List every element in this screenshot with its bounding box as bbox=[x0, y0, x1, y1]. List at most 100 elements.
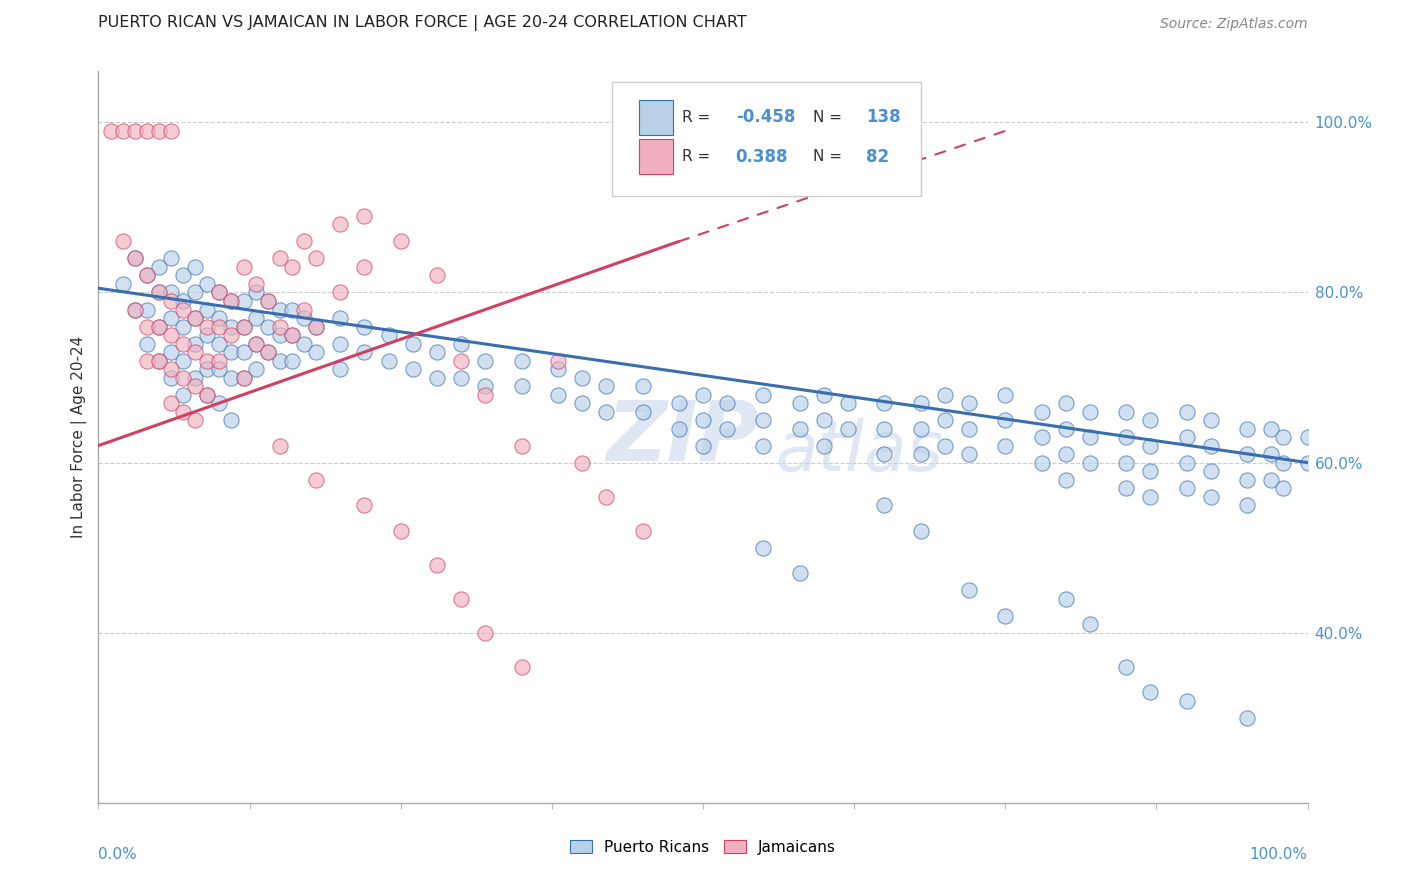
Point bbox=[631, 404, 654, 418]
Point bbox=[1078, 456, 1101, 470]
Point bbox=[124, 252, 146, 266]
Point bbox=[172, 353, 194, 368]
Point bbox=[1236, 473, 1258, 487]
Point bbox=[232, 293, 254, 308]
Point bbox=[269, 319, 291, 334]
FancyBboxPatch shape bbox=[638, 100, 673, 135]
Point bbox=[195, 302, 218, 317]
Point bbox=[474, 625, 496, 640]
Point bbox=[716, 396, 738, 410]
Point bbox=[752, 541, 775, 555]
Point bbox=[994, 439, 1017, 453]
Point bbox=[994, 413, 1017, 427]
Point bbox=[571, 396, 593, 410]
Point bbox=[221, 413, 243, 427]
Point bbox=[256, 293, 278, 308]
Point bbox=[245, 311, 267, 326]
Point bbox=[450, 591, 472, 606]
Point bbox=[1272, 430, 1295, 444]
Point bbox=[148, 319, 170, 334]
Point bbox=[184, 370, 207, 384]
Point bbox=[934, 439, 956, 453]
Text: 0.0%: 0.0% bbox=[98, 847, 138, 862]
Point bbox=[1054, 591, 1077, 606]
Point bbox=[221, 345, 243, 359]
Point bbox=[245, 362, 267, 376]
Point bbox=[957, 447, 980, 461]
Point bbox=[1236, 498, 1258, 512]
Point bbox=[172, 387, 194, 401]
Point bbox=[873, 447, 896, 461]
Point bbox=[910, 396, 932, 410]
Point bbox=[329, 336, 352, 351]
Point bbox=[547, 353, 569, 368]
Point bbox=[305, 319, 328, 334]
Point bbox=[329, 311, 352, 326]
Point bbox=[172, 336, 194, 351]
Point bbox=[1175, 430, 1198, 444]
Point bbox=[910, 524, 932, 538]
Point bbox=[208, 319, 231, 334]
Point bbox=[1115, 481, 1137, 495]
Point bbox=[232, 345, 254, 359]
Point bbox=[245, 285, 267, 300]
Point bbox=[148, 124, 170, 138]
Text: Source: ZipAtlas.com: Source: ZipAtlas.com bbox=[1160, 17, 1308, 31]
Point bbox=[256, 345, 278, 359]
Point bbox=[281, 260, 304, 274]
Point bbox=[135, 124, 157, 138]
Point bbox=[910, 447, 932, 461]
Point bbox=[994, 387, 1017, 401]
Point bbox=[813, 413, 835, 427]
Point bbox=[245, 336, 267, 351]
Point bbox=[873, 396, 896, 410]
Point bbox=[510, 439, 533, 453]
Point bbox=[789, 566, 811, 581]
Point bbox=[221, 319, 243, 334]
Point bbox=[692, 413, 714, 427]
Text: R =: R = bbox=[682, 150, 716, 164]
Point bbox=[389, 524, 412, 538]
Point bbox=[281, 328, 304, 343]
Point bbox=[195, 362, 218, 376]
Point bbox=[1115, 430, 1137, 444]
Point bbox=[221, 328, 243, 343]
Point bbox=[873, 421, 896, 435]
Point bbox=[752, 439, 775, 453]
Point bbox=[1078, 430, 1101, 444]
Point bbox=[135, 353, 157, 368]
Point bbox=[208, 353, 231, 368]
Point bbox=[1199, 413, 1222, 427]
Point bbox=[269, 353, 291, 368]
Point bbox=[1272, 456, 1295, 470]
Point bbox=[1272, 481, 1295, 495]
Point bbox=[1031, 430, 1053, 444]
Point bbox=[934, 413, 956, 427]
Point bbox=[353, 209, 375, 223]
Point bbox=[292, 311, 315, 326]
Point bbox=[256, 345, 278, 359]
Text: -0.458: -0.458 bbox=[735, 109, 794, 127]
Point bbox=[232, 319, 254, 334]
Point bbox=[292, 235, 315, 249]
Point bbox=[124, 302, 146, 317]
Point bbox=[692, 387, 714, 401]
Point bbox=[256, 293, 278, 308]
Point bbox=[135, 302, 157, 317]
Point bbox=[595, 490, 617, 504]
Point bbox=[1139, 685, 1161, 699]
Point bbox=[184, 260, 207, 274]
Point bbox=[148, 260, 170, 274]
Point bbox=[1236, 421, 1258, 435]
Point bbox=[208, 285, 231, 300]
Point bbox=[221, 370, 243, 384]
Point bbox=[353, 345, 375, 359]
Point bbox=[571, 370, 593, 384]
Point bbox=[837, 421, 859, 435]
Point bbox=[1199, 490, 1222, 504]
Point bbox=[450, 370, 472, 384]
Point bbox=[547, 387, 569, 401]
Point bbox=[100, 124, 122, 138]
Point bbox=[837, 396, 859, 410]
FancyBboxPatch shape bbox=[638, 139, 673, 175]
